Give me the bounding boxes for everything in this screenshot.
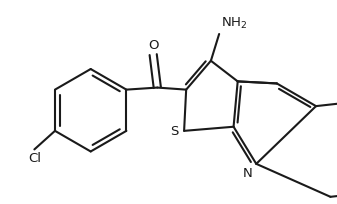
Text: S: S — [171, 125, 179, 138]
Text: NH$_2$: NH$_2$ — [221, 16, 248, 31]
Text: Cl: Cl — [28, 153, 41, 165]
Text: O: O — [148, 39, 158, 51]
Text: N: N — [242, 167, 252, 180]
